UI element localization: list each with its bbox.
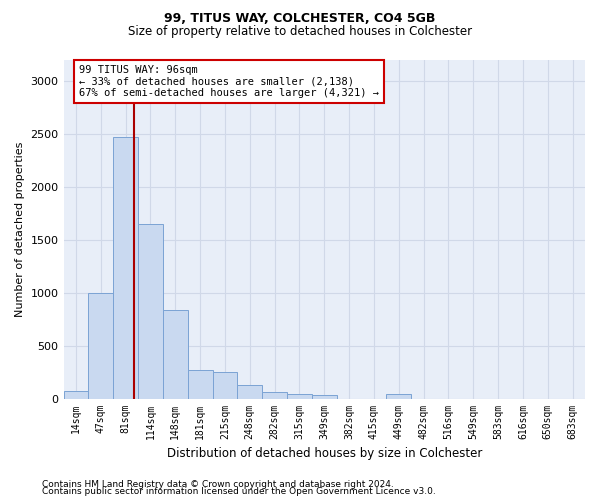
- Y-axis label: Number of detached properties: Number of detached properties: [15, 142, 25, 317]
- Bar: [386, 394, 411, 398]
- Bar: [312, 395, 337, 398]
- Bar: [238, 385, 262, 398]
- Bar: [188, 370, 212, 398]
- Bar: [212, 372, 238, 398]
- Bar: [64, 390, 88, 398]
- Bar: [287, 394, 312, 398]
- Text: Contains HM Land Registry data © Crown copyright and database right 2024.: Contains HM Land Registry data © Crown c…: [42, 480, 394, 489]
- Bar: [113, 137, 138, 398]
- Bar: [88, 293, 113, 399]
- Bar: [163, 310, 188, 398]
- X-axis label: Distribution of detached houses by size in Colchester: Distribution of detached houses by size …: [167, 447, 482, 460]
- Text: 99 TITUS WAY: 96sqm
← 33% of detached houses are smaller (2,138)
67% of semi-det: 99 TITUS WAY: 96sqm ← 33% of detached ho…: [79, 65, 379, 98]
- Text: 99, TITUS WAY, COLCHESTER, CO4 5GB: 99, TITUS WAY, COLCHESTER, CO4 5GB: [164, 12, 436, 26]
- Text: Size of property relative to detached houses in Colchester: Size of property relative to detached ho…: [128, 25, 472, 38]
- Text: Contains public sector information licensed under the Open Government Licence v3: Contains public sector information licen…: [42, 487, 436, 496]
- Bar: [262, 392, 287, 398]
- Bar: [138, 224, 163, 398]
